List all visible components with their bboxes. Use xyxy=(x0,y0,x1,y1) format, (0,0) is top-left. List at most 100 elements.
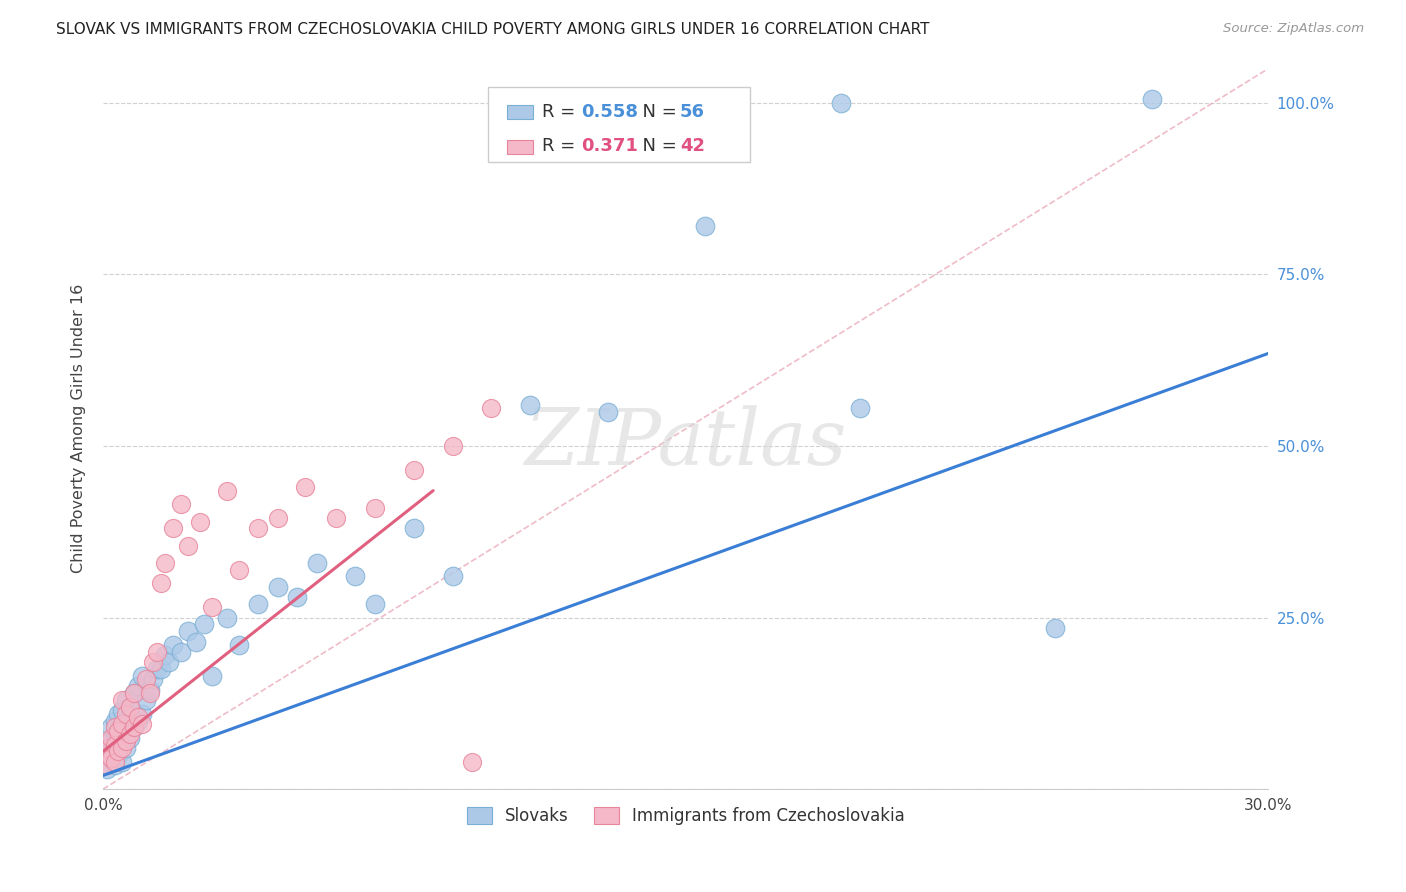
Legend: Slovaks, Immigrants from Czechoslovakia: Slovaks, Immigrants from Czechoslovakia xyxy=(457,797,915,835)
Text: N =: N = xyxy=(631,136,682,154)
Point xyxy=(115,734,138,748)
Point xyxy=(402,521,425,535)
Point xyxy=(1043,621,1066,635)
FancyBboxPatch shape xyxy=(488,87,749,162)
Text: 0.371: 0.371 xyxy=(581,136,638,154)
Point xyxy=(186,634,208,648)
Point xyxy=(122,721,145,735)
Point xyxy=(103,714,125,728)
Point xyxy=(96,741,118,756)
Point xyxy=(135,693,157,707)
Point xyxy=(107,747,129,762)
Point xyxy=(100,751,122,765)
Point xyxy=(228,638,250,652)
Point xyxy=(162,638,184,652)
Y-axis label: Child Poverty Among Girls Under 16: Child Poverty Among Girls Under 16 xyxy=(72,285,86,574)
Point xyxy=(157,655,180,669)
Point xyxy=(103,738,125,752)
Point xyxy=(122,686,145,700)
Point xyxy=(96,758,118,772)
Point xyxy=(103,721,125,735)
Point xyxy=(1140,92,1163,106)
Point xyxy=(247,521,270,535)
Point xyxy=(596,405,619,419)
Point xyxy=(100,721,122,735)
FancyBboxPatch shape xyxy=(508,104,533,119)
Point xyxy=(103,727,125,741)
Point xyxy=(217,610,239,624)
Point xyxy=(441,439,464,453)
Point xyxy=(481,401,503,416)
Point xyxy=(217,483,239,498)
Point xyxy=(127,679,149,693)
Point xyxy=(111,723,134,738)
Point xyxy=(364,500,387,515)
Point xyxy=(107,731,129,745)
Text: R =: R = xyxy=(543,136,581,154)
Point xyxy=(120,731,142,745)
Point xyxy=(177,539,200,553)
Point xyxy=(201,669,224,683)
Point xyxy=(111,717,134,731)
Point xyxy=(325,511,347,525)
Point xyxy=(153,648,176,663)
Point xyxy=(228,563,250,577)
Point xyxy=(441,569,464,583)
Point xyxy=(153,556,176,570)
Text: 42: 42 xyxy=(681,136,704,154)
Point xyxy=(100,731,122,745)
Point xyxy=(150,662,173,676)
Point xyxy=(120,699,142,714)
Point xyxy=(127,710,149,724)
Point xyxy=(111,741,134,756)
Point xyxy=(131,717,153,731)
Point xyxy=(305,556,328,570)
Point xyxy=(267,580,290,594)
Point xyxy=(402,463,425,477)
Point xyxy=(247,597,270,611)
Point xyxy=(150,576,173,591)
Point xyxy=(177,624,200,639)
Point xyxy=(142,673,165,687)
Point xyxy=(115,706,138,721)
Point xyxy=(103,755,125,769)
Point xyxy=(111,703,134,717)
Point xyxy=(115,741,138,756)
Text: R =: R = xyxy=(543,103,581,120)
Point xyxy=(100,751,122,765)
Point xyxy=(693,219,716,234)
Point xyxy=(115,693,138,707)
Point xyxy=(115,714,138,728)
Point xyxy=(135,673,157,687)
Point xyxy=(267,511,290,525)
Point xyxy=(111,693,134,707)
Point xyxy=(120,699,142,714)
Point xyxy=(127,714,149,728)
FancyBboxPatch shape xyxy=(508,140,533,154)
Text: ZIPatlas: ZIPatlas xyxy=(524,405,846,482)
Point xyxy=(142,655,165,669)
Point xyxy=(103,744,125,758)
Point xyxy=(131,706,153,721)
Point xyxy=(169,497,191,511)
Point xyxy=(100,734,122,748)
Point xyxy=(107,744,129,758)
Point xyxy=(344,569,367,583)
Point xyxy=(122,721,145,735)
Point xyxy=(103,758,125,772)
Point xyxy=(111,755,134,769)
Point xyxy=(138,686,160,700)
Point xyxy=(849,401,872,416)
Point xyxy=(461,755,484,769)
Point xyxy=(107,723,129,738)
Point xyxy=(122,686,145,700)
Point xyxy=(96,762,118,776)
Point xyxy=(146,645,169,659)
Text: SLOVAK VS IMMIGRANTS FROM CZECHOSLOVAKIA CHILD POVERTY AMONG GIRLS UNDER 16 CORR: SLOVAK VS IMMIGRANTS FROM CZECHOSLOVAKIA… xyxy=(56,22,929,37)
Point xyxy=(146,662,169,676)
Point xyxy=(294,480,316,494)
Point xyxy=(107,706,129,721)
Text: 56: 56 xyxy=(681,103,704,120)
Point xyxy=(830,95,852,110)
Point xyxy=(131,669,153,683)
